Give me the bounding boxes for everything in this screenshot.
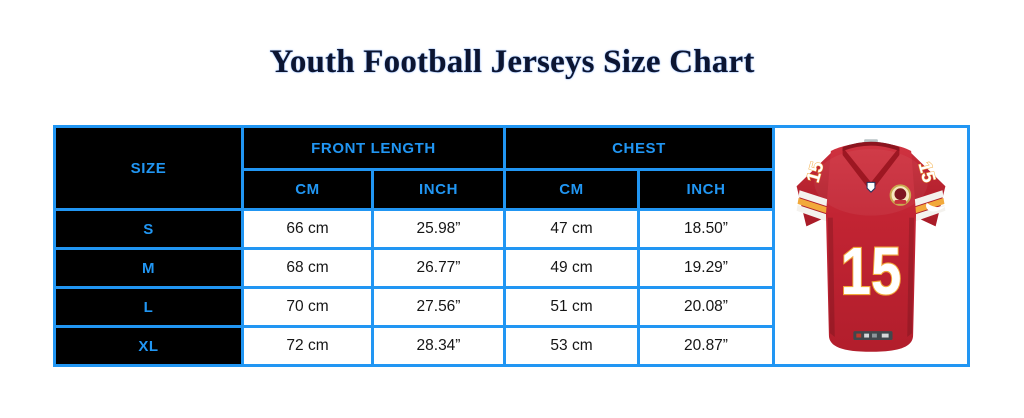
header-chest-cm: CM <box>506 171 637 208</box>
row-xl-size-label: XL <box>56 328 241 364</box>
header-front-inch: INCH <box>374 171 503 208</box>
row-s-chest-inch: 18.50” <box>640 211 772 247</box>
row-l-front-cm: 70 cm <box>244 289 371 325</box>
row-l-size-label: L <box>56 289 241 325</box>
team-patch-icon <box>889 184 912 206</box>
left-side-seam <box>827 217 835 338</box>
row-m-size-label: M <box>56 250 241 286</box>
jersey-image: 15 15 15 <box>775 128 967 364</box>
header-front-length: FRONT LENGTH <box>244 128 503 168</box>
row-s-size-label: S <box>56 211 241 247</box>
header-size: SIZE <box>56 128 241 208</box>
jock-tag <box>853 331 893 340</box>
left-shoulder-number: 15 <box>802 159 828 184</box>
nike-swoosh-icon <box>926 202 947 212</box>
row-xl-chest-cm: 53 cm <box>506 328 637 364</box>
collar-top-band <box>842 141 900 152</box>
header-chest: CHEST <box>506 128 772 168</box>
row-s-chest-cm: 47 cm <box>506 211 637 247</box>
page-title: Youth Football Jerseys Size Chart <box>269 44 755 80</box>
row-m-chest-inch: 19.29” <box>640 250 772 286</box>
row-l-chest-cm: 51 cm <box>506 289 637 325</box>
row-m-front-inch: 26.77” <box>374 250 503 286</box>
row-s-front-inch: 25.98” <box>374 211 503 247</box>
row-l-chest-inch: 20.08” <box>640 289 772 325</box>
row-m-front-cm: 68 cm <box>244 250 371 286</box>
row-xl-front-inch: 28.34” <box>374 328 503 364</box>
header-chest-inch: INCH <box>640 171 772 208</box>
row-s-front-cm: 66 cm <box>244 211 371 247</box>
size-chart-table: SIZE FRONT LENGTH CHEST CM INCH CM INCH … <box>53 125 970 367</box>
jersey-illustration: 15 15 15 <box>796 139 947 352</box>
row-l-front-inch: 27.56” <box>374 289 503 325</box>
header-front-cm: CM <box>244 171 371 208</box>
right-side-seam <box>907 217 915 338</box>
chest-number: 15 <box>841 235 902 309</box>
row-m-chest-cm: 49 cm <box>506 250 637 286</box>
row-xl-front-cm: 72 cm <box>244 328 371 364</box>
row-xl-chest-inch: 20.87” <box>640 328 772 364</box>
nfl-shield-icon <box>866 181 876 193</box>
